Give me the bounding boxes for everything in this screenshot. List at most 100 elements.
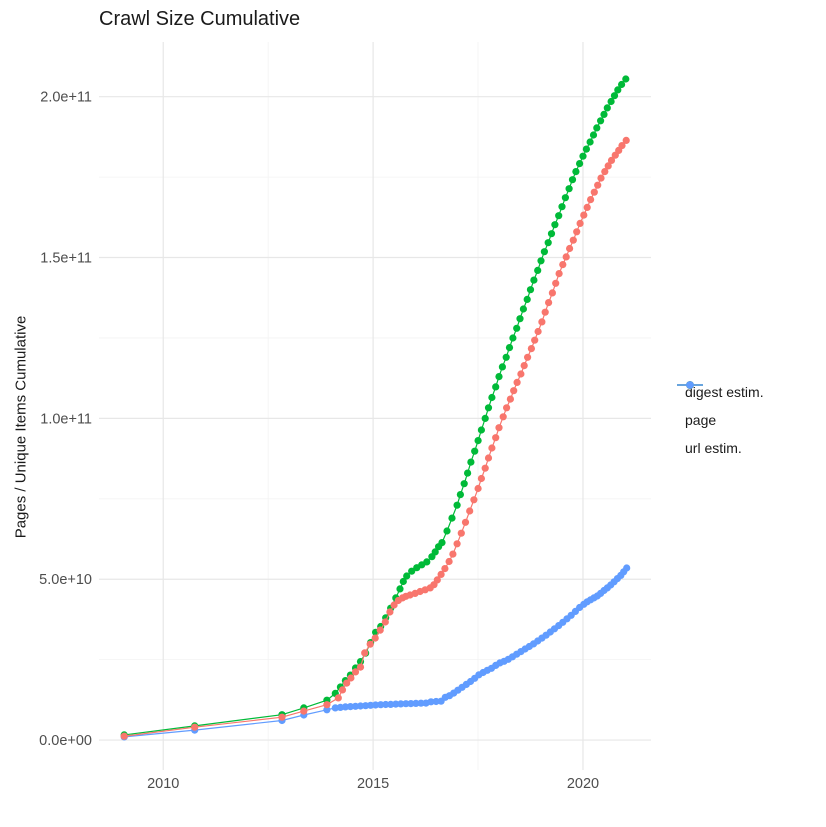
data-point-digestestim xyxy=(506,395,514,403)
data-point-page xyxy=(498,363,506,371)
data-point-digestestim xyxy=(622,136,630,144)
data-point-page xyxy=(603,104,611,112)
data-point-page xyxy=(438,539,446,547)
data-point-page xyxy=(526,286,535,294)
legend-label: digest estim. xyxy=(685,384,764,400)
data-point-page xyxy=(579,152,587,160)
data-point-digestestim xyxy=(457,529,465,537)
data-point-digestestim xyxy=(545,299,553,307)
data-point-page xyxy=(488,393,496,402)
data-point-page xyxy=(544,239,552,247)
data-point-digestestim xyxy=(559,261,567,269)
data-point-digestestim xyxy=(583,203,591,211)
data-point-page xyxy=(467,458,475,466)
data-point-page xyxy=(484,404,493,412)
data-point-digestestim xyxy=(334,694,342,702)
data-point-digestestim xyxy=(376,626,384,634)
data-point-page xyxy=(448,514,456,522)
data-point-page xyxy=(456,491,464,499)
data-point-digestestim xyxy=(390,601,398,609)
series-line-urlestim xyxy=(124,567,628,738)
y-tick-label: 5.0e+10 xyxy=(39,572,92,588)
data-point-page xyxy=(582,145,591,153)
data-point-page xyxy=(516,315,524,323)
x-tick-label: 2010 xyxy=(147,776,179,792)
data-point-digestestim xyxy=(594,181,602,189)
data-point-digestestim xyxy=(343,679,351,687)
data-point-digestestim xyxy=(461,518,470,526)
data-point-urlestim xyxy=(323,706,331,714)
data-point-digestestim xyxy=(534,327,542,336)
data-point-page xyxy=(453,501,461,509)
data-point-page xyxy=(477,426,485,434)
data-point-urlestim xyxy=(356,702,365,710)
data-point-page xyxy=(589,131,598,139)
data-point-page xyxy=(408,567,416,575)
data-point-page xyxy=(523,295,531,303)
data-point-digestestim xyxy=(445,557,453,566)
legend: digest estim. page url estim. xyxy=(676,378,764,462)
data-point-page xyxy=(399,577,407,586)
data-point-digestestim xyxy=(541,308,549,316)
data-point-page xyxy=(565,185,573,193)
data-point-page xyxy=(561,194,570,202)
data-point-page xyxy=(431,548,439,556)
data-point-digestestim xyxy=(607,156,616,164)
data-point-digestestim xyxy=(484,454,493,462)
data-point-page xyxy=(423,558,431,566)
data-point-digestestim xyxy=(517,370,525,378)
data-point-digestestim xyxy=(573,228,581,236)
data-point-digestestim xyxy=(474,484,482,493)
data-point-page xyxy=(396,585,404,593)
data-point-page xyxy=(471,447,479,455)
data-point-digestestim xyxy=(356,663,365,671)
data-point-page xyxy=(509,334,517,342)
data-point-digestestim xyxy=(520,362,528,370)
data-point-digestestim xyxy=(347,674,355,682)
data-point-page xyxy=(513,324,521,332)
data-point-digestestim xyxy=(449,550,457,558)
data-point-digestestim xyxy=(466,507,474,515)
data-point-page xyxy=(537,257,545,265)
data-point-digestestim xyxy=(441,565,449,573)
data-point-digestestim xyxy=(604,162,612,170)
data-point-digestestim xyxy=(191,723,199,731)
data-point-page xyxy=(464,469,472,477)
data-point-digestestim xyxy=(470,496,478,504)
data-point-page xyxy=(600,110,608,118)
data-point-page xyxy=(540,248,549,256)
legend-item-urlestim: url estim. xyxy=(676,381,764,462)
data-point-digestestim xyxy=(499,413,507,421)
data-point-digestestim xyxy=(555,270,563,278)
data-point-digestestim xyxy=(120,732,128,740)
data-point-urlestim xyxy=(412,699,420,708)
data-point-page xyxy=(558,203,566,211)
data-point-digestestim xyxy=(351,668,360,676)
y-tick-label: 1.5e+11 xyxy=(40,251,92,267)
data-point-digestestim xyxy=(338,686,347,694)
data-point-urlestim xyxy=(387,700,395,709)
data-point-page xyxy=(547,230,556,238)
data-point-digestestim xyxy=(510,387,518,395)
data-point-digestestim xyxy=(580,211,588,219)
data-point-digestestim xyxy=(453,540,461,548)
data-point-digestestim xyxy=(477,474,485,483)
data-point-digestestim xyxy=(300,707,308,715)
data-point-page xyxy=(505,344,514,352)
x-tick-label: 2020 xyxy=(567,776,599,792)
data-point-page xyxy=(597,117,605,125)
x-tick-label: 2015 xyxy=(357,776,389,792)
data-point-digestestim xyxy=(552,279,560,287)
data-point-page xyxy=(530,276,538,284)
data-point-page xyxy=(551,221,559,229)
data-point-digestestim xyxy=(371,634,379,642)
data-point-page xyxy=(519,305,528,313)
legend-label: page xyxy=(685,412,717,428)
data-point-digestestim xyxy=(601,168,609,176)
data-point-urlestim xyxy=(397,700,405,708)
y-tick-label: 1.0e+11 xyxy=(40,411,92,427)
data-point-digestestim xyxy=(366,640,374,648)
data-point-digestestim xyxy=(618,142,626,150)
data-point-page xyxy=(610,92,619,100)
data-point-digestestim xyxy=(492,434,500,442)
